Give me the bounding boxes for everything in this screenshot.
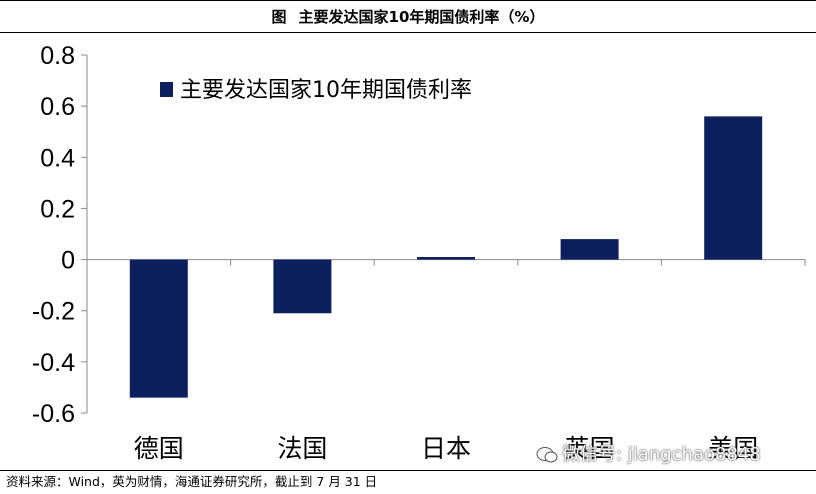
y-tick-label: 0: [61, 247, 75, 275]
bar-chart: 0.8 0.6 0.4 0.2 0 -0.2 -0.4 -0.6 德国 法国 日本 英国 美国 主要发达国…: [32, 42, 806, 463]
source-note: 资料来源：Wind，英为财情，海通证券研究所，截止到 7 月 31 日: [0, 470, 816, 494]
y-tick-label: -0.6: [32, 400, 75, 428]
bar: [417, 257, 475, 260]
x-tick-label: 美国: [708, 434, 758, 463]
legend-label: 主要发达国家10年期国债利率: [180, 78, 472, 103]
watermark: 微信号: jiangchao8848: [536, 440, 761, 466]
figure-title-bar: 图 主要发达国家10年期国债利率（%）: [0, 0, 816, 33]
y-tick-label: 0.4: [40, 144, 75, 172]
x-tick-label: 日本: [421, 434, 471, 463]
y-tick-label: 0.8: [40, 42, 75, 70]
bar: [129, 259, 188, 398]
bar: [560, 239, 619, 260]
x-tick-label: 德国: [134, 434, 184, 463]
bar: [273, 259, 332, 314]
watermark-text: 微信号: jiangchao8848: [562, 444, 761, 465]
y-tick-label: 0.2: [40, 195, 75, 223]
legend-swatch: [160, 82, 173, 97]
y-tick-label: 0.6: [40, 93, 75, 121]
y-tick-label: -0.2: [32, 298, 75, 326]
x-tick-label: 英国: [565, 434, 615, 463]
x-tick-label: 法国: [277, 434, 327, 463]
wechat-icon: [536, 447, 558, 463]
source-text: 资料来源：Wind，英为财情，海通证券研究所，截止到 7 月 31 日: [6, 474, 378, 489]
figure-label: 图: [271, 8, 287, 26]
figure-title: 主要发达国家10年期国债利率（%）: [298, 8, 545, 26]
bar: [704, 116, 763, 260]
y-tick-label: -0.4: [32, 349, 75, 377]
